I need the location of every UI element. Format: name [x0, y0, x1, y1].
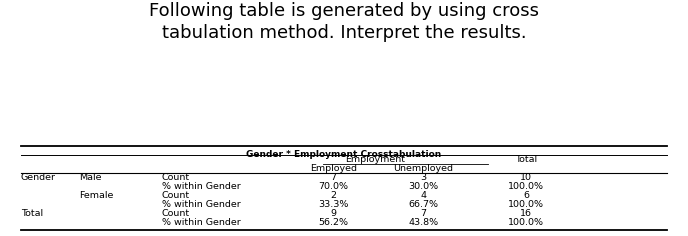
Text: Count: Count: [162, 209, 190, 218]
Text: 4: 4: [420, 191, 426, 200]
Text: Male: Male: [79, 173, 102, 182]
Text: 7: 7: [420, 209, 426, 218]
Text: 100.0%: 100.0%: [508, 218, 544, 227]
Text: 9: 9: [331, 209, 336, 218]
Text: Employed: Employed: [310, 164, 357, 173]
Text: Unemployed: Unemployed: [393, 164, 453, 173]
Text: 56.2%: 56.2%: [319, 218, 349, 227]
Text: 10: 10: [520, 173, 533, 182]
Text: 3: 3: [420, 173, 426, 182]
Text: Female: Female: [79, 191, 114, 200]
Text: % within Gender: % within Gender: [162, 182, 240, 191]
Text: 7: 7: [331, 173, 336, 182]
Text: Count: Count: [162, 173, 190, 182]
Text: 33.3%: 33.3%: [319, 200, 349, 209]
Text: 100.0%: 100.0%: [508, 200, 544, 209]
Text: Count: Count: [162, 191, 190, 200]
Text: Total: Total: [515, 155, 537, 164]
Text: 100.0%: 100.0%: [508, 182, 544, 191]
Text: 6: 6: [524, 191, 529, 200]
Text: 43.8%: 43.8%: [408, 218, 438, 227]
Text: Employment: Employment: [345, 155, 405, 164]
Text: Gender * Employment Crosstabulation: Gender * Employment Crosstabulation: [246, 150, 442, 159]
Text: 2: 2: [331, 191, 336, 200]
Text: Total: Total: [21, 209, 43, 218]
Text: % within Gender: % within Gender: [162, 200, 240, 209]
Text: 16: 16: [520, 209, 533, 218]
Text: 30.0%: 30.0%: [408, 182, 438, 191]
Text: 70.0%: 70.0%: [319, 182, 349, 191]
Text: % within Gender: % within Gender: [162, 218, 240, 227]
Text: Following table is generated by using cross
tabulation method. Interpret the res: Following table is generated by using cr…: [149, 2, 539, 42]
Text: Gender: Gender: [21, 173, 56, 182]
Text: 66.7%: 66.7%: [408, 200, 438, 209]
